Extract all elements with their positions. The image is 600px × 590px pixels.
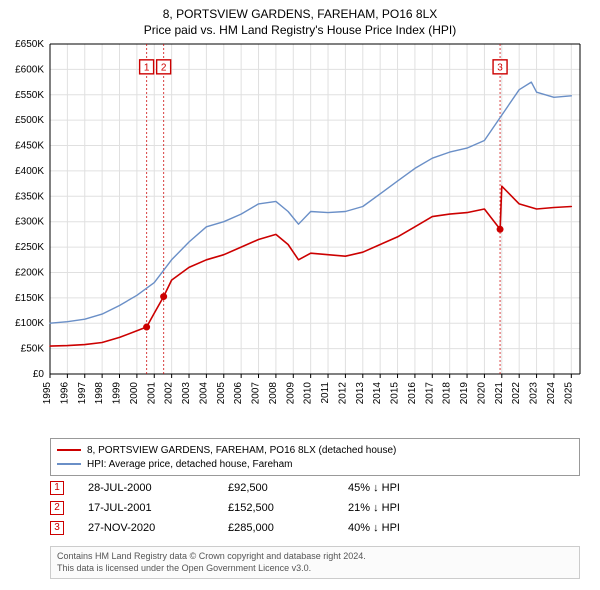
event-row: 2 17-JUL-2001£152,50021% ↓ HPI bbox=[50, 498, 580, 518]
svg-text:2019: 2019 bbox=[459, 382, 470, 405]
svg-text:£0: £0 bbox=[33, 369, 45, 380]
svg-text:2025: 2025 bbox=[563, 382, 574, 405]
svg-text:£100K: £100K bbox=[15, 318, 44, 329]
event-delta: 45% ↓ HPI bbox=[348, 482, 400, 494]
legend-row: 8, PORTSVIEW GARDENS, FAREHAM, PO16 8LX … bbox=[57, 443, 573, 457]
title-line1: 8, PORTSVIEW GARDENS, FAREHAM, PO16 8LX bbox=[0, 6, 600, 22]
chart-svg: £0£50K£100K£150K£200K£250K£300K£350K£400… bbox=[50, 44, 580, 404]
svg-text:£600K: £600K bbox=[15, 64, 44, 75]
event-date: 17-JUL-2001 bbox=[88, 502, 228, 514]
svg-text:2013: 2013 bbox=[355, 382, 366, 405]
legend-row: HPI: Average price, detached house, Fare… bbox=[57, 457, 573, 471]
event-price: £152,500 bbox=[228, 502, 348, 514]
svg-text:2020: 2020 bbox=[476, 382, 487, 405]
event-marker: 3 bbox=[50, 521, 64, 535]
title-line2: Price paid vs. HM Land Registry's House … bbox=[0, 22, 600, 38]
svg-text:£150K: £150K bbox=[15, 293, 44, 304]
svg-text:2008: 2008 bbox=[268, 382, 279, 405]
svg-text:2024: 2024 bbox=[546, 382, 557, 405]
event-date: 28-JUL-2000 bbox=[88, 482, 228, 494]
svg-text:£500K: £500K bbox=[15, 115, 44, 126]
svg-text:2: 2 bbox=[161, 62, 167, 73]
event-marker: 1 bbox=[50, 481, 64, 495]
svg-text:2009: 2009 bbox=[285, 382, 296, 405]
svg-text:2014: 2014 bbox=[372, 382, 383, 405]
svg-text:£200K: £200K bbox=[15, 267, 44, 278]
svg-text:2006: 2006 bbox=[233, 382, 244, 405]
svg-text:3: 3 bbox=[497, 62, 503, 73]
svg-text:2016: 2016 bbox=[407, 382, 418, 405]
svg-text:2010: 2010 bbox=[303, 382, 314, 405]
event-delta: 40% ↓ HPI bbox=[348, 522, 400, 534]
svg-text:2001: 2001 bbox=[146, 382, 157, 405]
svg-text:£450K: £450K bbox=[15, 141, 44, 152]
svg-text:£50K: £50K bbox=[21, 344, 45, 355]
svg-text:2007: 2007 bbox=[251, 382, 262, 405]
svg-text:2012: 2012 bbox=[337, 382, 348, 405]
svg-text:2000: 2000 bbox=[129, 382, 140, 405]
svg-text:£650K: £650K bbox=[15, 39, 44, 50]
footer-box: Contains HM Land Registry data © Crown c… bbox=[50, 546, 580, 579]
chart-area: £0£50K£100K£150K£200K£250K£300K£350K£400… bbox=[50, 44, 580, 404]
svg-text:2023: 2023 bbox=[529, 382, 540, 405]
svg-text:2004: 2004 bbox=[198, 382, 209, 405]
svg-text:2003: 2003 bbox=[181, 382, 192, 405]
svg-text:1: 1 bbox=[144, 62, 150, 73]
event-row: 3 27-NOV-2020£285,00040% ↓ HPI bbox=[50, 518, 580, 538]
svg-text:£550K: £550K bbox=[15, 90, 44, 101]
footer-line1: Contains HM Land Registry data © Crown c… bbox=[57, 551, 573, 563]
event-marker: 2 bbox=[50, 501, 64, 515]
legend-swatch bbox=[57, 463, 81, 465]
svg-text:£400K: £400K bbox=[15, 166, 44, 177]
svg-text:1996: 1996 bbox=[59, 382, 70, 405]
event-row: 1 28-JUL-2000£92,50045% ↓ HPI bbox=[50, 478, 580, 498]
svg-text:2011: 2011 bbox=[320, 382, 331, 404]
event-price: £285,000 bbox=[228, 522, 348, 534]
chart-container: 8, PORTSVIEW GARDENS, FAREHAM, PO16 8LX … bbox=[0, 0, 600, 590]
event-price: £92,500 bbox=[228, 482, 348, 494]
svg-text:2005: 2005 bbox=[216, 382, 227, 405]
title-block: 8, PORTSVIEW GARDENS, FAREHAM, PO16 8LX … bbox=[0, 0, 600, 38]
svg-text:1998: 1998 bbox=[94, 382, 105, 405]
svg-text:1997: 1997 bbox=[77, 382, 88, 405]
svg-text:2021: 2021 bbox=[494, 382, 505, 405]
svg-text:2022: 2022 bbox=[511, 382, 522, 405]
legend-label: 8, PORTSVIEW GARDENS, FAREHAM, PO16 8LX … bbox=[87, 445, 396, 456]
svg-text:2018: 2018 bbox=[442, 382, 453, 405]
svg-text:£350K: £350K bbox=[15, 191, 44, 202]
footer-line2: This data is licensed under the Open Gov… bbox=[57, 563, 573, 575]
svg-text:1995: 1995 bbox=[42, 382, 53, 405]
svg-text:2015: 2015 bbox=[390, 382, 401, 405]
event-delta: 21% ↓ HPI bbox=[348, 502, 400, 514]
svg-text:1999: 1999 bbox=[112, 382, 123, 405]
legend-box: 8, PORTSVIEW GARDENS, FAREHAM, PO16 8LX … bbox=[50, 438, 580, 476]
svg-text:£250K: £250K bbox=[15, 242, 44, 253]
svg-text:£300K: £300K bbox=[15, 217, 44, 228]
legend-label: HPI: Average price, detached house, Fare… bbox=[87, 459, 293, 470]
svg-text:2002: 2002 bbox=[164, 382, 175, 405]
event-date: 27-NOV-2020 bbox=[88, 522, 228, 534]
events-table: 1 28-JUL-2000£92,50045% ↓ HPI 2 17-JUL-2001… bbox=[50, 478, 580, 538]
legend-swatch bbox=[57, 449, 81, 451]
svg-text:2017: 2017 bbox=[424, 382, 435, 405]
